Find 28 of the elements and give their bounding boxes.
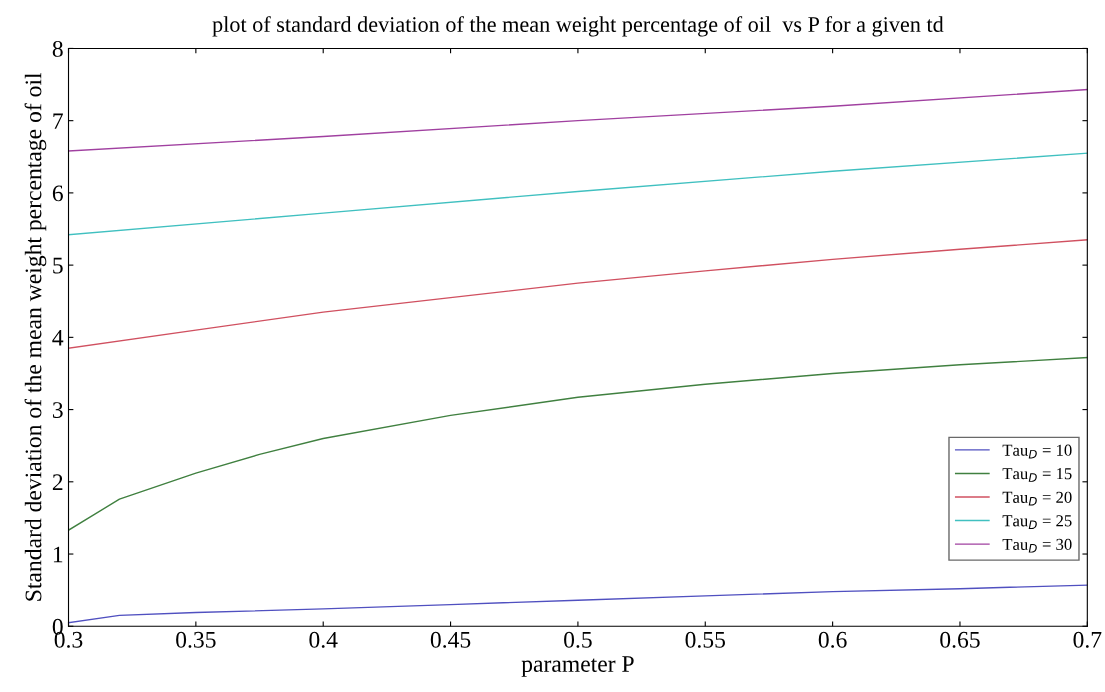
line-series: [68, 152, 1088, 236]
legend-label: Tau$_{D}$ = 30: [1002, 538, 1072, 553]
line-series: [68, 356, 1088, 531]
legend-label: Tau$_{D}$ = 10: [1002, 444, 1072, 459]
x-tick-label: 0.7: [1073, 631, 1102, 648]
y-tick-label: 1: [53, 546, 63, 563]
x-tick-label: 0.5: [564, 631, 592, 648]
x-tick-label: 0.35: [176, 631, 216, 648]
y-tick-label: 7: [53, 113, 63, 129]
line-series: [68, 239, 1088, 349]
y-tick-label: 4: [52, 330, 64, 346]
y-axis-title: Standard deviation of the mean weight percentage of oil: [24, 72, 47, 601]
y-tick-label: 3: [52, 402, 63, 418]
x-axis-title: parameter P: [521, 656, 634, 677]
y-tick-label: 2: [52, 474, 63, 490]
x-tick-label: 0.65: [940, 631, 980, 648]
legend-label: Tau$_{D}$ = 15: [1002, 468, 1072, 482]
y-tick-label: 5: [53, 257, 63, 274]
legend-label: Tau$_{D}$ = 20: [1002, 491, 1072, 506]
chart-title: plot of standard deviation of the mean weight percentage of oil vs P for a given td: [212, 16, 944, 37]
x-tick-label: 0.45: [430, 631, 471, 648]
y-tick-label: 6: [52, 185, 63, 202]
legend-label: Tau$_{D}$ = 25: [1002, 515, 1072, 529]
x-tick-label: 0.4: [309, 631, 338, 648]
y-tick-label: 8: [52, 40, 63, 57]
line-series: [68, 88, 1088, 152]
x-tick-label: 0.55: [685, 631, 725, 648]
x-tick-label: 0.6: [818, 631, 847, 648]
